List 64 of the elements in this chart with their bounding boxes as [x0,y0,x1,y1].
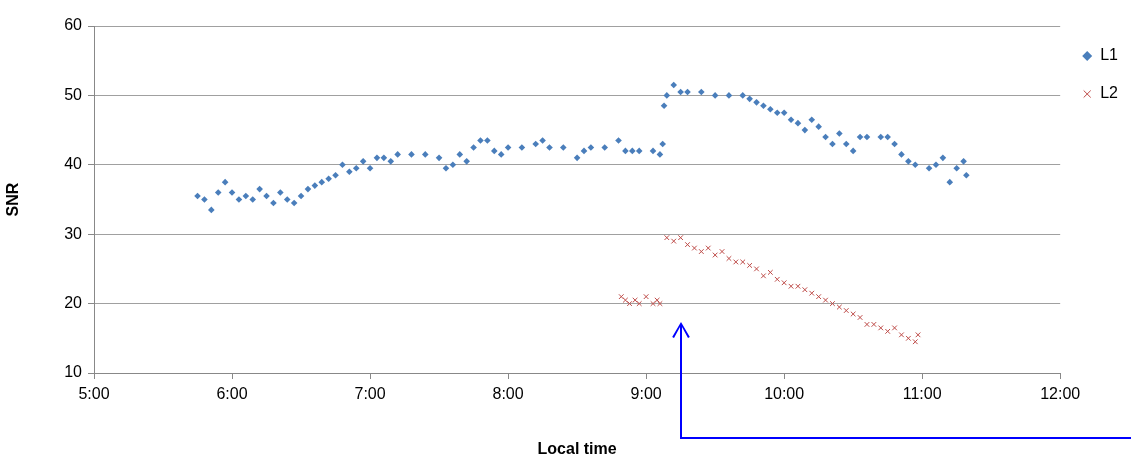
point [857,314,863,321]
point [719,248,725,255]
x-tick-label: 11:00 [902,385,942,403]
point [912,338,919,345]
y-axis-title: SNR [4,182,22,217]
point [753,266,760,272]
point [802,286,808,293]
legend-label: L1 [1100,46,1119,64]
point [626,300,633,307]
x-tick-label: 10:00 [764,385,805,403]
point [850,311,856,317]
point [836,304,843,310]
point [733,259,739,265]
point [746,262,753,269]
x-tick-label: 5:00 [78,385,110,403]
point [788,283,794,290]
point [829,300,836,307]
point [663,234,670,241]
point [650,300,656,307]
point [712,252,718,258]
legend-label: L2 [1100,84,1119,102]
y-tick-label: 40 [64,155,83,173]
point [698,248,705,255]
point [636,300,643,307]
point [618,293,625,300]
point [808,290,815,297]
point [657,300,663,307]
point [815,293,822,300]
x-axis-title: Local time [537,439,617,457]
point [781,279,787,286]
point [822,297,829,303]
x-tick-label: 9:00 [630,385,662,403]
x-tick-label: 7:00 [354,385,386,403]
point [898,332,905,338]
point [632,297,638,303]
point [774,276,781,283]
y-tick-label: 60 [64,16,83,34]
point [767,269,774,276]
point [905,335,912,342]
y-tick-label: 50 [64,85,83,103]
point [643,293,649,300]
point [670,238,677,244]
point [884,328,891,335]
x-tick-label: 6:00 [216,385,248,403]
y-tick-label: 20 [64,294,83,312]
x-tick-label: 8:00 [492,385,524,403]
point [705,245,712,251]
point [795,283,801,290]
point [915,332,921,338]
point [877,325,884,331]
point [622,297,629,303]
point [891,325,898,331]
point [691,245,698,251]
x-tick-label: 12:00 [1040,385,1081,403]
point [871,321,877,328]
point [760,273,767,279]
y-tick-label: 10 [64,363,83,381]
point [684,241,691,248]
point [864,321,870,328]
y-tick-label: 30 [64,224,83,242]
point [739,259,746,265]
point [677,234,684,241]
point [843,307,850,314]
point [726,255,732,262]
